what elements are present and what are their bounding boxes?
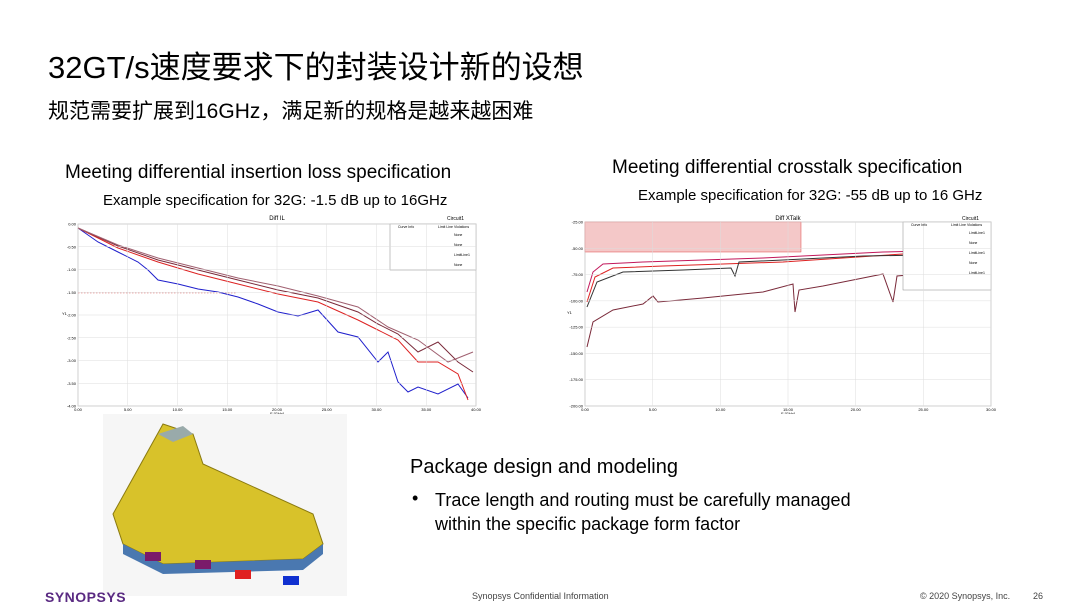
x-axis-label: F [GHz] <box>781 411 795 414</box>
y-tick-label: -3.50 <box>67 381 77 386</box>
section-heading: Package design and modeling <box>410 456 678 478</box>
circuit-label: Circuit1 <box>447 216 464 222</box>
plot-image: Diff XTalk Circuit1 -25.00 -50.00 -75.00 -100… <box>563 212 997 414</box>
x-tick-label: 30.00 <box>986 407 997 412</box>
plot-image: Diff IL Circuit1 0.00 -0.50 -1.00 -1.50 -2.00 -… <box>58 212 482 414</box>
y-tick-label: 0.00 <box>68 222 77 227</box>
port <box>283 576 299 585</box>
curve <box>586 267 984 348</box>
curve <box>77 227 469 401</box>
legend-value: None <box>969 241 977 245</box>
plot-heading: Meeting differential crosstalk specifica… <box>612 157 963 178</box>
legend-value: None <box>969 261 977 265</box>
package-image <box>103 414 347 596</box>
legend-value: LimitLine1 <box>969 271 985 275</box>
y-tick-label: -2.00 <box>67 313 77 318</box>
legend-header: Limit Line Violations <box>438 225 469 229</box>
curve <box>77 227 469 399</box>
subtitle: 规范需要扩展到16GHz，满足新的规格是越来越困难 <box>48 100 534 123</box>
x-tick-label: 30.00 <box>371 407 382 412</box>
y-tick-label: -200.00 <box>569 404 583 409</box>
bullet: Trace length and routing must be careful… <box>435 490 851 534</box>
y-tick-label: -2.50 <box>67 335 77 340</box>
y-tick-label: -3.00 <box>67 358 77 363</box>
curve <box>77 227 474 363</box>
page-number: 26 <box>1033 591 1044 601</box>
x-tick-label: 0.00 <box>74 407 83 412</box>
x-tick-label: 10.00 <box>172 407 183 412</box>
legend-value: LimitLine1 <box>969 231 985 235</box>
curve <box>77 227 474 373</box>
legend-header: Curve Info <box>911 223 927 227</box>
y-tick-label: -1.00 <box>67 267 77 272</box>
legend-box <box>902 221 992 291</box>
x-tick-label: 25.00 <box>918 407 929 412</box>
x-axis-label: F [GHz] <box>270 411 284 414</box>
y-tick-label: -0.50 <box>67 244 77 249</box>
bullet-dot: • <box>412 488 419 508</box>
curve <box>586 253 984 308</box>
confidential: Synopsys Confidential Information <box>472 591 609 601</box>
circuit-label: Circuit1 <box>962 216 979 222</box>
port <box>195 560 211 569</box>
x-tick-label: 40.00 <box>471 407 482 412</box>
logo: SYNOPSYS <box>45 589 127 605</box>
plot-spec: Example specification for 32G: -55 dB up… <box>638 187 983 204</box>
port <box>145 552 161 561</box>
x-tick-label: 15.00 <box>783 407 794 412</box>
x-tick-label: 35.00 <box>421 407 432 412</box>
x-tick-label: 5.00 <box>649 407 658 412</box>
limit-region <box>584 221 802 253</box>
legend-value: None <box>454 263 462 267</box>
plot-title: Diff IL <box>269 216 285 222</box>
package-side <box>123 544 323 574</box>
x-tick-label: 25.00 <box>322 407 333 412</box>
plot-spec: Example specification for 32G: -1.5 dB u… <box>103 192 448 209</box>
x-tick-label: 20.00 <box>272 407 283 412</box>
y-tick-label: -100.00 <box>569 298 583 303</box>
port <box>235 570 251 579</box>
y-axis-label: Y1 <box>62 311 68 316</box>
x-tick-label: 15.00 <box>222 407 233 412</box>
x-tick-label: 5.00 <box>124 407 133 412</box>
legend-value: None <box>454 243 462 247</box>
plot-heading: Meeting differential insertion loss spec… <box>65 162 452 183</box>
y-tick-label: -4.00 <box>67 404 77 409</box>
legend-value: None <box>454 233 462 237</box>
x-tick-label: 20.00 <box>851 407 862 412</box>
legend-value: LimitLine1 <box>454 253 470 257</box>
y-tick-label: -25.00 <box>572 220 584 225</box>
copyright: © 2020 Synopsys, Inc. <box>920 591 1011 601</box>
die <box>158 426 193 442</box>
title: 32GT/s速度要求下的封装设计新的设想 <box>48 50 584 85</box>
plot-title: Diff XTalk <box>775 216 801 222</box>
legend-header: Curve Info <box>398 225 414 229</box>
y-tick-label: -150.00 <box>569 351 583 356</box>
x-tick-label: 10.00 <box>715 407 726 412</box>
legend-value: LimitLine1 <box>969 251 985 255</box>
y-axis-label: Y1 <box>567 310 573 315</box>
y-tick-label: -75.00 <box>572 272 584 277</box>
x-tick-label: 0.00 <box>581 407 590 412</box>
legend-header: Limit Line Violations <box>951 223 982 227</box>
y-tick-label: -1.50 <box>67 290 77 295</box>
y-tick-label: -175.00 <box>569 377 583 382</box>
y-tick-label: -125.00 <box>569 325 583 330</box>
y-tick-label: -50.00 <box>572 246 584 251</box>
